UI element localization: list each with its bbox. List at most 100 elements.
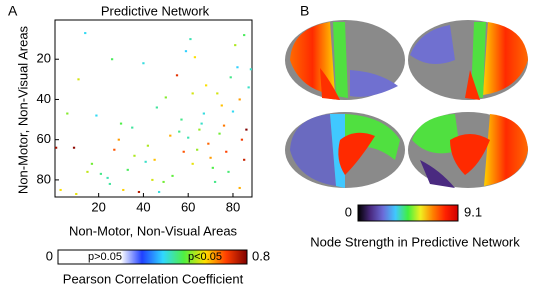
- x-tick-label: 20: [91, 199, 105, 214]
- matrix-cell: [153, 158, 156, 161]
- matrix-cell: [77, 78, 80, 81]
- panel-label: A: [8, 3, 18, 19]
- matrix-cell: [66, 112, 69, 115]
- matrix-cell: [243, 34, 246, 37]
- matrix-cell: [55, 146, 58, 149]
- matrix-cell: [113, 148, 116, 151]
- matrix-cell: [211, 166, 214, 169]
- matrix-cell: [202, 112, 205, 115]
- threshold-label: p<0.05: [188, 251, 222, 263]
- matrix-cell: [142, 62, 145, 65]
- matrix-cell: [218, 132, 221, 135]
- matrix-cell: [122, 188, 125, 191]
- matrix-cell: [119, 122, 123, 125]
- matrix-cell: [171, 174, 174, 177]
- y-tick-label: 60: [37, 131, 51, 146]
- brain-renders: [285, 20, 528, 188]
- matrix-cell: [90, 162, 94, 165]
- matrix-cell: [169, 134, 172, 137]
- matrix-cell: [240, 138, 244, 141]
- matrix-cell: [227, 170, 230, 173]
- matrix-cell: [225, 150, 228, 153]
- matrix-cell: [209, 156, 212, 159]
- y-tick-label: 20: [37, 51, 51, 66]
- matrix-cell: [200, 122, 203, 125]
- matrix-cell: [229, 76, 232, 79]
- matrix-cell: [234, 44, 237, 47]
- matrix-cell: [126, 168, 129, 171]
- matrix-cell: [182, 150, 185, 153]
- matrix-cell: [110, 58, 114, 61]
- y-axis-label: Non-Motor, Non-Visual Areas: [15, 25, 30, 194]
- threshold-label: p>0.05: [88, 251, 122, 263]
- matrix-cell: [222, 124, 226, 127]
- matrix-cell: [131, 126, 134, 129]
- matrix-cell: [157, 190, 161, 193]
- matrix-cell: [164, 96, 167, 99]
- matrix-cell: [213, 180, 217, 183]
- matrix-cell: [191, 92, 194, 95]
- colorbar-tick-label: 9.1: [464, 204, 482, 219]
- brain-lateral-right: [408, 20, 528, 100]
- x-tick-label: 80: [226, 199, 240, 214]
- colorbar-label: Pearson Correlation Coefficient: [63, 271, 244, 286]
- matrix-cell: [133, 154, 136, 157]
- chart-title: Predictive Network: [101, 3, 210, 18]
- matrix-cell: [236, 66, 239, 69]
- matrix-cell: [108, 182, 111, 185]
- matrix-cell: [238, 186, 241, 189]
- colorbar-tick-label: 0.8: [252, 248, 270, 263]
- colorbar-label: Node Strength in Predictive Network: [310, 234, 520, 249]
- plot-frame: [54, 19, 253, 198]
- matrix-cell: [95, 114, 98, 117]
- matrix-cell: [189, 38, 192, 41]
- matrix-cell: [144, 160, 147, 163]
- brain-medial-left: [285, 112, 405, 188]
- colorbar: [357, 204, 459, 222]
- matrix-cell: [249, 68, 252, 71]
- matrix-cell: [184, 50, 188, 53]
- matrix-cell: [175, 74, 179, 77]
- matrix-cell: [207, 142, 210, 145]
- matrix-cell: [243, 158, 246, 161]
- matrix-cell: [216, 92, 219, 95]
- matrix-cell: [196, 148, 199, 151]
- matrix-cell: [146, 144, 150, 147]
- colorbar: [57, 249, 248, 265]
- matrix-cell: [99, 172, 103, 175]
- matrix-cell: [180, 118, 183, 121]
- matrix-cell: [75, 192, 78, 195]
- matrix-cell: [178, 130, 181, 133]
- colorbar-tick-label: 0: [345, 204, 352, 219]
- matrix-cell: [204, 84, 208, 87]
- matrix-cell: [247, 86, 250, 89]
- colorbar-tick-label: 0: [46, 248, 53, 263]
- matrix-cell: [198, 128, 201, 131]
- matrix-cell: [151, 178, 154, 181]
- matrix-cell: [187, 136, 190, 139]
- x-tick-label: 40: [136, 199, 150, 214]
- matrix-cell: [117, 138, 120, 141]
- matrix-cell: [191, 162, 194, 165]
- x-tick-label: 60: [181, 199, 195, 214]
- brain-medial-right: [408, 112, 528, 188]
- matrix-cell: [137, 190, 141, 193]
- matrix-cell: [59, 188, 62, 191]
- matrix-cell: [220, 104, 223, 107]
- x-axis-label: Non-Motor, Non-Visual Areas: [69, 223, 238, 238]
- matrix-cell: [106, 176, 109, 179]
- matrix-cell: [86, 170, 89, 173]
- matrix-cell: [84, 32, 87, 35]
- matrix-cell: [155, 106, 158, 109]
- matrix-cell: [245, 128, 248, 131]
- brain-lateral-left: [285, 20, 405, 100]
- matrix-cell: [193, 56, 197, 59]
- matrix-cell: [162, 180, 165, 183]
- matrix-cell: [231, 110, 235, 113]
- y-tick-label: 80: [37, 171, 51, 186]
- y-tick-label: 40: [37, 91, 51, 106]
- matrix-cell: [72, 146, 76, 149]
- matrix-cell: [238, 98, 241, 101]
- panel-label: B: [300, 3, 309, 19]
